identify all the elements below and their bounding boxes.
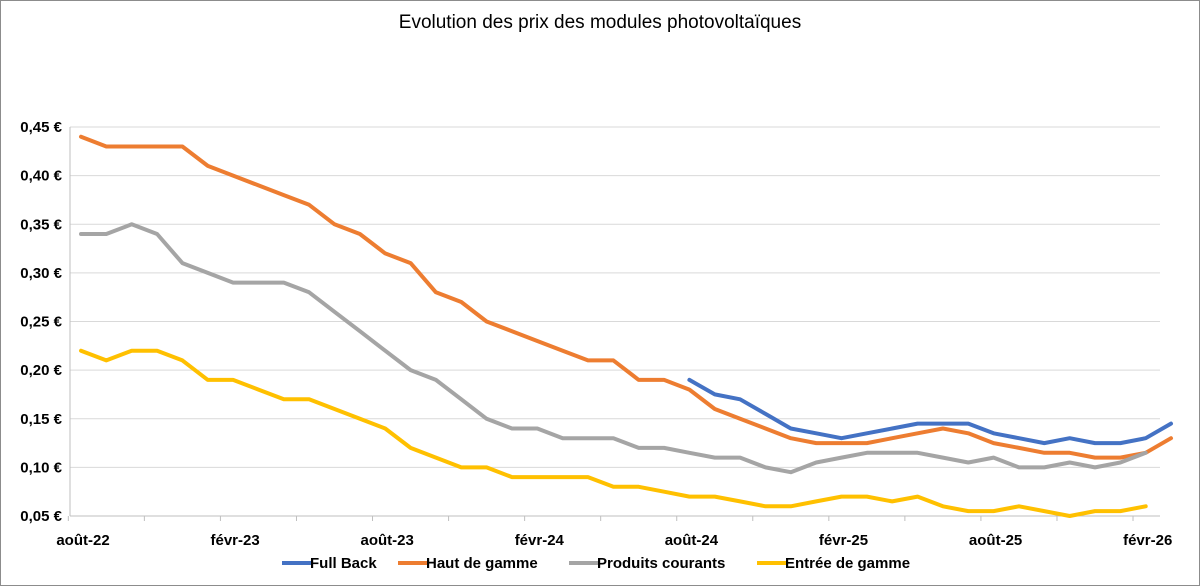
legend-label: Full Back (310, 555, 377, 572)
x-tick-label: août-24 (665, 532, 719, 549)
legend-label: Produits courants (597, 555, 725, 572)
x-tick-label: févr-24 (515, 532, 565, 549)
y-tick-label: 0,15 € (20, 411, 62, 428)
y-tick-label: 0,20 € (20, 362, 62, 379)
x-tick-label: août-22 (56, 532, 109, 549)
y-tick-label: 0,45 € (20, 119, 62, 136)
chart-title: Evolution des prix des modules photovolt… (398, 12, 802, 33)
legend-label: Entrée de gamme (785, 555, 910, 572)
y-axis-ticks: 0,05 € 0,10 € 0,15 € 0,20 € 0,25 € 0,30 € 0,35… (20, 119, 62, 525)
series-line-haut-de-gamme (79, 134, 1173, 460)
gridlines (70, 126, 1160, 468)
legend: Full Back Haut de gamme Produits courants E… (282, 555, 910, 572)
series-line-full-back (687, 377, 1173, 446)
y-tick-label: 0,35 € (20, 216, 62, 233)
legend-label: Haut de gamme (426, 555, 538, 572)
x-tick-label: août-25 (969, 532, 1022, 549)
y-tick-label: 0,25 € (20, 314, 62, 331)
x-axis-ticks: août-22 févr-23 août-23 févr-24 août-24 févr-… (56, 532, 1172, 549)
x-tick-label: août-23 (361, 532, 414, 549)
x-tick-label: févr-23 (210, 532, 259, 549)
y-tick-label: 0,30 € (20, 265, 62, 282)
y-tick-label: 0,40 € (20, 168, 62, 185)
series-lines (79, 134, 1173, 518)
y-tick-label: 0,05 € (20, 508, 62, 525)
x-tick-label: févr-26 (1123, 532, 1172, 549)
x-tick-label: févr-25 (819, 532, 868, 549)
series-line-produits-courants (79, 222, 1148, 475)
y-tick-label: 0,10 € (20, 459, 62, 476)
axes (67, 127, 1160, 521)
series-line-entr-e-de-gamme (79, 348, 1148, 518)
